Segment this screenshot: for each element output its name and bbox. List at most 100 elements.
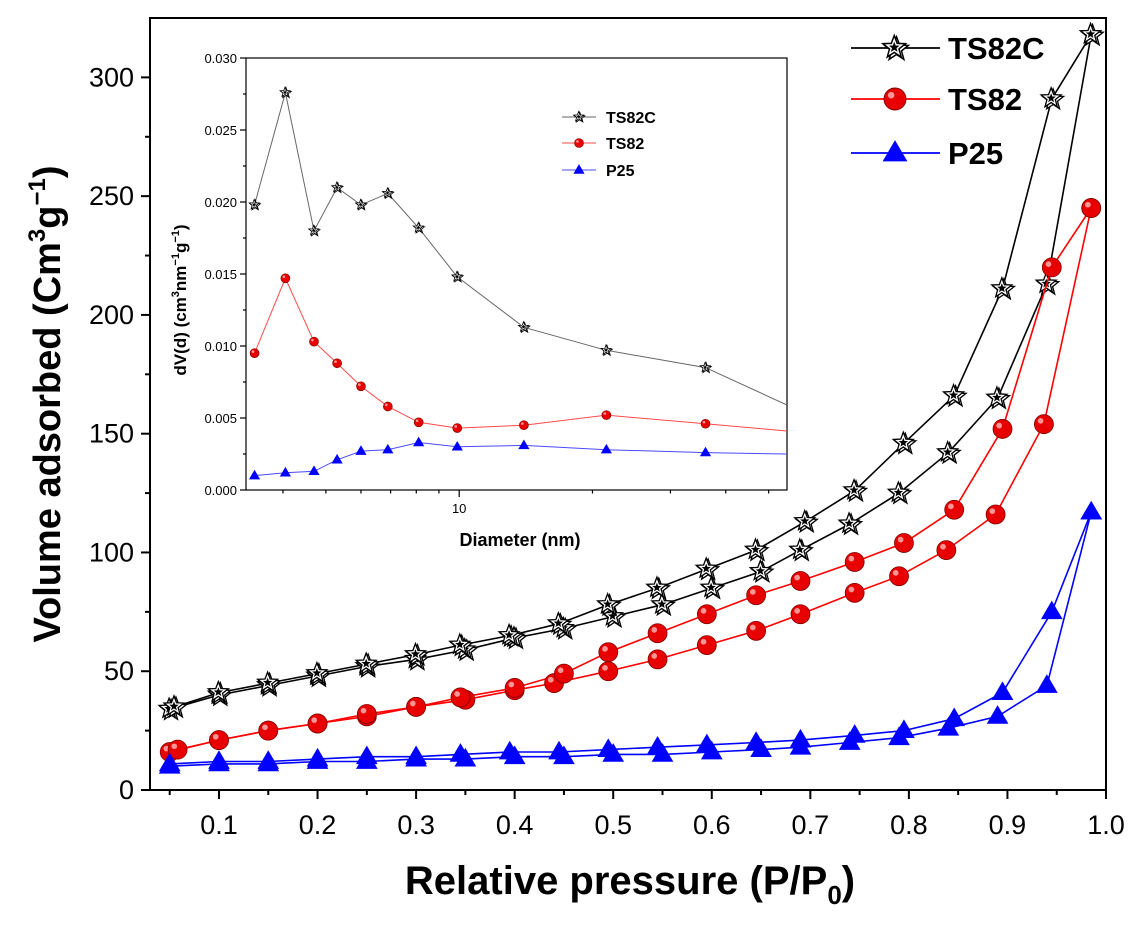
data-point-ts82-desorption-ball: [992, 419, 1013, 439]
y-tick-label: 250: [89, 181, 134, 211]
data-point-ts82c-desorption: [595, 591, 622, 617]
data-point-ts82-desorption-ball: [746, 585, 767, 606]
inset-legend-label-p25: P25: [606, 163, 635, 180]
inset-data-point-ts82c-core: [334, 184, 340, 190]
data-point-ts82-adsorption-ball: [1034, 414, 1054, 435]
inset-data-point-ts82c-core: [521, 324, 526, 330]
data-point-ts82-desorption-shine: [311, 717, 318, 724]
data-point-ts82-desorption: [992, 419, 1013, 439]
data-point-ts82c-desorption-core: [800, 516, 810, 526]
data-point-p25-desorption: [208, 750, 230, 769]
data-point-ts82c-adsorption: [650, 591, 677, 617]
x-tick-label: 0.3: [397, 810, 435, 840]
data-point-ts82-desorption-shine: [454, 691, 460, 697]
legend-marker-ts82: [883, 87, 907, 111]
data-point-ts82-desorption-shine: [508, 681, 515, 688]
data-point-ts82-adsorption-ball: [844, 582, 865, 603]
data-point-ts82c-adsorption-core: [795, 544, 805, 554]
data-point-ts82-desorption-ball: [1041, 257, 1062, 278]
data-point-ts82c-desorption-core: [312, 668, 322, 678]
data-point-ts82c-desorption-core: [262, 677, 273, 687]
data-point-ts82c-adsorption: [699, 575, 726, 600]
data-point-p25-desorption: [1080, 500, 1103, 520]
inset-data-point-ts82-shine: [454, 425, 458, 428]
x-tick-label: 0.7: [792, 810, 830, 840]
data-point-ts82-desorption-shine: [794, 574, 800, 581]
data-point-ts82-adsorption: [598, 661, 619, 682]
data-point-p25-desorption: [695, 733, 718, 753]
data-point-ts82c-desorption-core: [361, 658, 371, 668]
legend-label-ts82c: TS82C: [948, 31, 1044, 66]
data-point-ts82-desorption: [307, 713, 328, 734]
data-point-ts82-adsorption: [696, 635, 717, 655]
inset-y-tick-label: 0.005: [204, 411, 237, 426]
inset-data-point-ts82c: [330, 180, 345, 194]
data-point-p25-desorption: [498, 740, 521, 760]
main-plot-frame: [149, 17, 1107, 791]
inset-data-point-ts82-shine: [282, 275, 286, 279]
data-point-p25-desorption: [306, 747, 329, 767]
inset-x-axis-title: Diameter (nm): [459, 530, 580, 550]
data-point-ts82-adsorption-shine: [794, 608, 800, 614]
inset-y-tick-label: 0.010: [204, 339, 237, 354]
inset-data-point-ts82-ball: [383, 401, 393, 412]
inset-data-point-ts82: [383, 401, 393, 412]
data-point-ts82-desorption-ball: [307, 713, 328, 734]
data-point-ts82-desorption: [746, 585, 767, 606]
inset-data-point-ts82: [280, 273, 291, 284]
data-point-ts82-adsorption-shine: [989, 508, 996, 514]
data-point-ts82-adsorption: [1034, 414, 1054, 435]
data-point-ts82c-adsorption-core: [755, 565, 766, 575]
y-tick-label: 0: [119, 775, 134, 805]
data-point-ts82-desorption-ball: [944, 499, 965, 520]
data-point-ts82-adsorption: [936, 540, 957, 560]
data-point-ts82c-adsorption-core: [942, 447, 953, 457]
inset-data-point-p25: [331, 453, 343, 464]
data-point-ts82c-desorption: [546, 610, 573, 636]
data-point-ts82-desorption-shine: [996, 422, 1003, 429]
data-point-ts82c-adsorption-core: [844, 518, 854, 528]
data-point-ts82-desorption-ball: [450, 687, 471, 708]
data-point-ts82c-adsorption: [788, 537, 815, 562]
inset-series-line-p25: [254, 441, 787, 477]
data-point-ts82-adsorption-ball: [985, 504, 1006, 525]
data-point-ts82-desorption: [894, 533, 914, 553]
inset-data-point-ts82c: [412, 221, 426, 234]
data-point-p25-desorption: [257, 750, 280, 769]
data-point-ts82-desorption-ball: [504, 677, 525, 698]
data-point-ts82-desorption: [844, 552, 865, 572]
inset-data-point-ts82c: [517, 320, 531, 334]
inset-legend-marker-ts82-shine: [576, 140, 579, 143]
inset-data-point-ts82: [356, 381, 366, 392]
inset-data-point-ts82-shine: [334, 360, 337, 364]
data-point-ts82-adsorption: [790, 604, 811, 625]
data-point-ts82-desorption-shine: [1045, 261, 1052, 267]
inset-data-point-ts82-shine: [311, 338, 314, 342]
data-point-p25-desorption: [1040, 600, 1063, 620]
data-point-ts82-desorption-shine: [948, 503, 954, 510]
data-point-ts82c-desorption: [793, 508, 819, 534]
inset-data-point-ts82: [519, 420, 529, 431]
inset-data-point-p25: [279, 466, 291, 477]
data-point-ts82c-adsorption: [985, 385, 1012, 410]
inset-legend-marker-ts82: [574, 138, 584, 148]
y-tick-label: 150: [89, 419, 134, 449]
data-point-p25-desorption: [991, 681, 1014, 700]
data-point-ts82-adsorption-ball: [790, 604, 811, 625]
data-point-p25-desorption: [158, 752, 181, 772]
inset-data-point-ts82: [249, 348, 260, 359]
data-point-ts82-desorption-shine: [700, 608, 707, 614]
inset-data-point-ts82-ball: [452, 423, 463, 433]
data-point-ts82c-desorption: [891, 430, 918, 455]
data-point-ts82-desorption: [598, 642, 619, 663]
inset-y-tick-label: 0.015: [204, 267, 237, 282]
inset-data-point-ts82c-core: [282, 89, 288, 95]
data-point-ts82-desorption: [944, 499, 965, 520]
data-point-p25-desorption: [597, 738, 620, 757]
inset-data-point-ts82c: [699, 360, 713, 374]
inset-data-point-ts82: [700, 418, 711, 429]
inset-data-point-ts82c: [381, 186, 395, 200]
x-tick-label: 1.0: [1087, 810, 1125, 840]
data-point-p25-desorption: [548, 740, 570, 760]
